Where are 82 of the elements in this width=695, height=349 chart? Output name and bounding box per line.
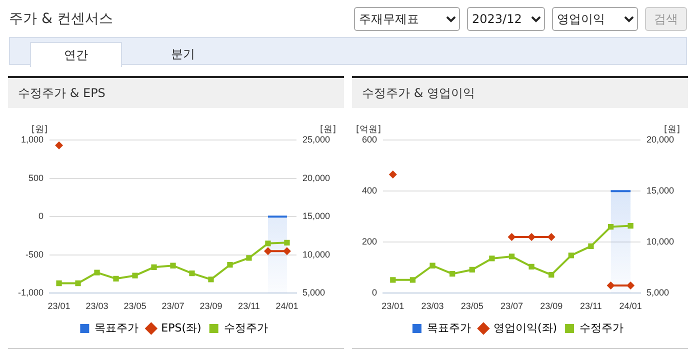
point	[227, 262, 233, 268]
y2-tick-label: 5,000	[646, 288, 670, 298]
y2-tick-label: 10,000	[646, 236, 674, 247]
y-tick-label: -1,000	[18, 288, 44, 298]
point	[189, 270, 195, 276]
x-tick-label: 23/05	[124, 301, 146, 312]
y2-tick-label: 15,000	[302, 211, 330, 222]
x-tick-label: 23/11	[238, 301, 260, 312]
text: 영업이익	[552, 7, 638, 31]
point	[113, 276, 119, 282]
point	[528, 264, 534, 270]
point	[508, 233, 516, 242]
point	[626, 282, 635, 290]
x-tick-label: 23/05	[460, 301, 484, 312]
legend-label: 수정주가	[224, 321, 268, 334]
point	[390, 277, 396, 283]
y2-tick-label: 25,000	[302, 134, 330, 144]
y2-tick-label: 10,000	[302, 249, 330, 260]
y-tick-label: 400	[362, 186, 378, 196]
point	[284, 240, 290, 246]
y2-axis-title: [원]	[664, 124, 680, 135]
point	[430, 262, 436, 268]
x-tick-label: 23/09	[540, 301, 563, 312]
text: 주가 & 컨센서스	[9, 10, 113, 28]
legend-label: 목표주가	[94, 321, 139, 334]
text: 검색	[645, 7, 687, 31]
y2-tick-label: 20,000	[646, 134, 674, 144]
point	[608, 224, 614, 230]
text: 주재무제표	[354, 7, 460, 31]
point	[94, 270, 100, 276]
x-tick-label: 23/07	[162, 301, 184, 312]
point	[410, 277, 416, 283]
x-tick-label: 23/01	[48, 301, 70, 312]
y-tick-label: 1,000	[20, 134, 44, 144]
x-tick-label: 24/01	[619, 301, 642, 312]
point	[508, 254, 515, 260]
legend-label: 영업이익(좌)	[493, 321, 558, 334]
y2-tick-label: 5,000	[302, 288, 326, 298]
point	[132, 272, 138, 278]
legend-label: 수정주가	[580, 321, 624, 334]
y-tick-label: 0	[372, 288, 378, 298]
x-tick-label: 23/07	[500, 301, 524, 312]
legend-label: EPS(좌)	[161, 321, 202, 334]
y-tick-label: 600	[362, 134, 378, 144]
y2-tick-label: 15,000	[646, 186, 674, 196]
point	[469, 266, 475, 273]
point	[548, 272, 554, 278]
legend-label: 목표주가	[426, 321, 471, 334]
point	[170, 262, 176, 268]
point	[208, 276, 214, 282]
point	[246, 255, 252, 261]
x-tick-label: 23/01	[382, 301, 404, 312]
point	[489, 256, 495, 262]
point	[547, 233, 556, 242]
x-tick-label: 23/11	[580, 301, 602, 312]
chart-title: 수정주가 & 영업이익	[352, 78, 688, 108]
text: 연간	[30, 42, 122, 67]
y-tick-label: 0	[38, 211, 44, 222]
y2-axis-title: [원]	[320, 124, 336, 135]
y-tick-label: 500	[28, 172, 44, 183]
point	[450, 270, 456, 277]
point	[151, 264, 157, 270]
text: 분기	[170, 46, 196, 63]
y2-tick-label: 20,000	[302, 172, 330, 183]
y-axis-title: [억원]	[356, 124, 382, 135]
y-tick-label: 200	[362, 236, 378, 247]
y-tick-label: -500	[26, 249, 44, 260]
point	[628, 222, 634, 229]
point	[265, 240, 271, 246]
x-tick-label: 23/09	[200, 301, 222, 312]
x-tick-label: 23/03	[421, 301, 444, 312]
point	[588, 243, 594, 250]
point	[75, 280, 81, 286]
point	[568, 252, 574, 258]
point	[56, 280, 62, 286]
text: 2023/12	[467, 7, 545, 31]
x-tick-label: 24/01	[276, 301, 298, 312]
x-tick-label: 23/03	[86, 301, 108, 312]
chart-title: 수정주가 & EPS	[8, 78, 344, 108]
point	[606, 282, 615, 290]
point	[388, 170, 397, 178]
y-axis-title: [원]	[31, 124, 48, 135]
